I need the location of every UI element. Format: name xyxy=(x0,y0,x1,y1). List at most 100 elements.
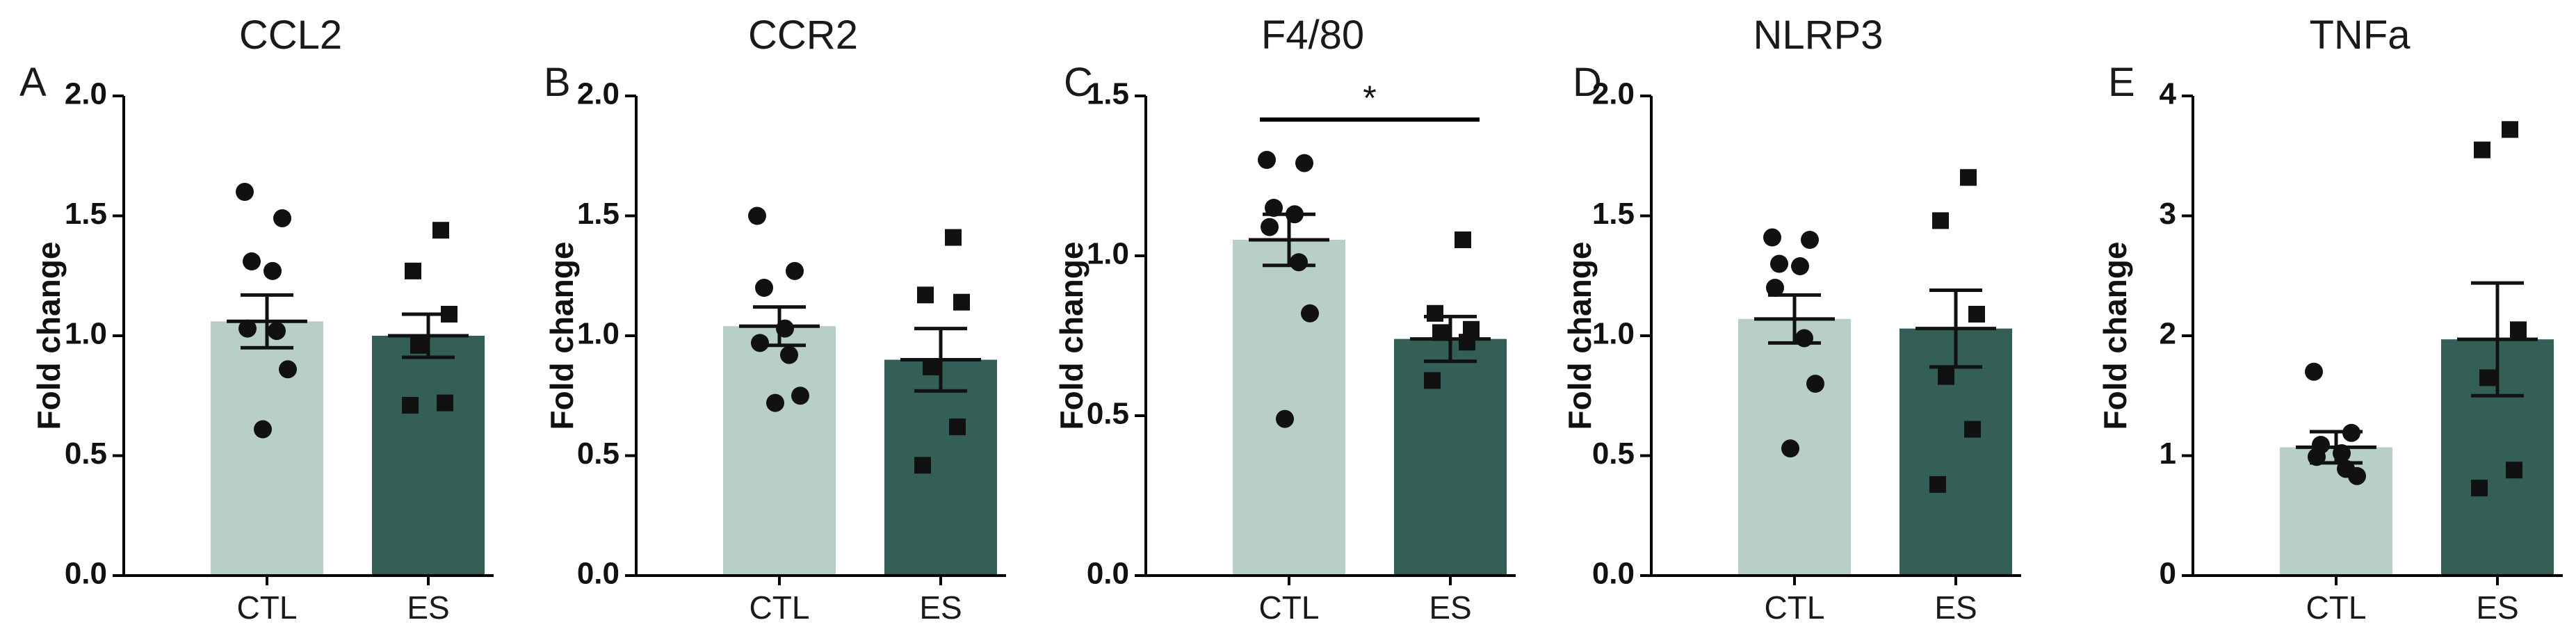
data-point-es xyxy=(945,229,962,246)
y-tick-label: 0.5 xyxy=(1087,397,1129,431)
data-point-es xyxy=(917,286,934,304)
y-tick-label: 1.5 xyxy=(1592,197,1635,231)
y-tick-label: 1.5 xyxy=(65,197,107,231)
data-point-ctl xyxy=(1261,218,1279,236)
y-tick-label: 1.0 xyxy=(1592,317,1635,351)
y-tick-label: 0.0 xyxy=(65,557,107,591)
data-point-ctl xyxy=(2348,466,2366,485)
y-tick-label: 0.0 xyxy=(1087,557,1129,591)
y-tick-label: 0.5 xyxy=(65,437,107,471)
data-point-ctl xyxy=(1258,151,1276,169)
data-point-es xyxy=(2502,121,2518,138)
data-point-ctl xyxy=(791,386,809,405)
bar-ctl xyxy=(723,326,836,576)
y-axis-label: Fold change xyxy=(2097,242,2133,430)
data-point-es xyxy=(437,394,453,412)
data-point-es xyxy=(1964,421,1981,438)
data-point-es xyxy=(2479,369,2496,386)
data-point-es xyxy=(1455,231,1471,248)
significance-star: * xyxy=(1363,79,1376,117)
data-point-es xyxy=(1932,212,1949,229)
data-point-ctl xyxy=(780,345,798,364)
data-point-es xyxy=(2506,462,2522,479)
data-point-es xyxy=(1968,305,1985,323)
panel-title: CCL2 xyxy=(239,13,342,58)
data-point-es xyxy=(953,293,970,311)
data-point-ctl xyxy=(1276,409,1294,428)
data-point-ctl xyxy=(1766,279,1784,297)
y-tick-label: 2.0 xyxy=(65,77,107,111)
y-axis-label: Fold change xyxy=(1053,242,1089,430)
data-point-es xyxy=(2474,141,2490,158)
data-point-ctl xyxy=(279,360,297,379)
x-tick-label-ctl: CTL xyxy=(2306,589,2367,626)
bar-es xyxy=(1899,328,2012,576)
y-tick-label: 1 xyxy=(2160,437,2176,471)
data-point-es xyxy=(405,262,421,279)
data-point-ctl xyxy=(776,319,794,338)
data-point-ctl xyxy=(1301,304,1319,323)
data-point-es xyxy=(914,457,931,474)
y-tick-label: 0 xyxy=(2160,557,2176,591)
data-point-ctl xyxy=(2305,362,2323,381)
data-point-ctl xyxy=(1781,439,1799,458)
x-tick-label-es: ES xyxy=(919,589,962,626)
data-point-es xyxy=(1432,324,1449,341)
y-tick-label: 2.0 xyxy=(1592,77,1635,111)
data-point-ctl xyxy=(2308,448,2326,466)
panel-letter: B xyxy=(544,60,571,105)
y-tick-label: 1.0 xyxy=(1087,237,1129,271)
panel-title: NLRP3 xyxy=(1753,13,1884,58)
data-point-es xyxy=(410,336,427,354)
data-point-ctl xyxy=(1763,228,1781,247)
data-point-ctl xyxy=(1791,257,1809,275)
y-axis-label: Fold change xyxy=(544,242,580,430)
data-point-ctl xyxy=(238,319,257,338)
panel-d: D NLRP3 Fold change 0.0 0.5 1.0 1.5 2.0 CTL ES xyxy=(1562,13,2021,626)
x-tick-label-es: ES xyxy=(407,589,449,626)
y-tick-label: 1.0 xyxy=(65,317,107,351)
data-point-ctl xyxy=(1290,253,1308,272)
panel-a: A CCL2 Fold change 0.0 0.5 1.0 1.5 2.0 CTL ES xyxy=(19,13,494,626)
data-point-ctl xyxy=(1801,231,1819,249)
panel-c: C F4/80 Fold change 0.0 0.5 1.0 1.5 CTL ES * xyxy=(1053,13,1516,626)
panel-letter: E xyxy=(2108,60,2135,105)
panel-b: B CCR2 Fold change 0.0 0.5 1.0 1.5 2.0 CTL ES xyxy=(544,13,1006,626)
data-point-ctl xyxy=(2333,444,2351,463)
y-tick-label: 1.5 xyxy=(577,197,619,231)
x-tick-label-ctl: CTL xyxy=(1259,589,1320,626)
y-tick-label: 1.0 xyxy=(577,317,619,351)
bar-es xyxy=(372,336,485,576)
panel-title: F4/80 xyxy=(1261,13,1364,58)
data-point-ctl xyxy=(1806,375,1824,393)
data-point-es xyxy=(2471,480,2488,497)
data-point-es xyxy=(1960,169,1977,186)
y-tick-label: 2 xyxy=(2160,317,2176,351)
x-tick-label-es: ES xyxy=(1934,589,1977,626)
y-tick-label: 1.5 xyxy=(1087,77,1129,111)
data-point-ctl xyxy=(268,322,286,341)
data-point-ctl xyxy=(243,252,261,271)
data-point-ctl xyxy=(1770,254,1788,273)
bar-es xyxy=(884,359,997,576)
panel-title: CCR2 xyxy=(748,13,858,58)
y-tick-label: 0.0 xyxy=(577,557,619,591)
x-tick-label-es: ES xyxy=(2476,589,2518,626)
data-point-es xyxy=(402,397,419,414)
data-point-es xyxy=(1929,475,1946,493)
y-tick-label: 0.0 xyxy=(1592,557,1635,591)
data-point-ctl xyxy=(786,261,804,280)
bar-ctl xyxy=(2280,447,2392,576)
data-point-es xyxy=(441,305,457,323)
x-tick-label-ctl: CTL xyxy=(1765,589,1825,626)
y-tick-label: 2.0 xyxy=(577,77,619,111)
data-point-ctl xyxy=(264,261,282,280)
data-point-ctl xyxy=(2342,423,2360,442)
y-tick-label: 0.5 xyxy=(577,437,619,471)
data-point-es xyxy=(1459,334,1475,351)
data-point-ctl xyxy=(254,420,272,439)
panel-e: E TNFa Fold change 0 1 2 3 4 CTL ES xyxy=(2097,13,2563,626)
bar-es xyxy=(1394,339,1507,576)
y-tick-label: 0.5 xyxy=(1592,437,1635,471)
panel-letter: A xyxy=(19,60,47,105)
